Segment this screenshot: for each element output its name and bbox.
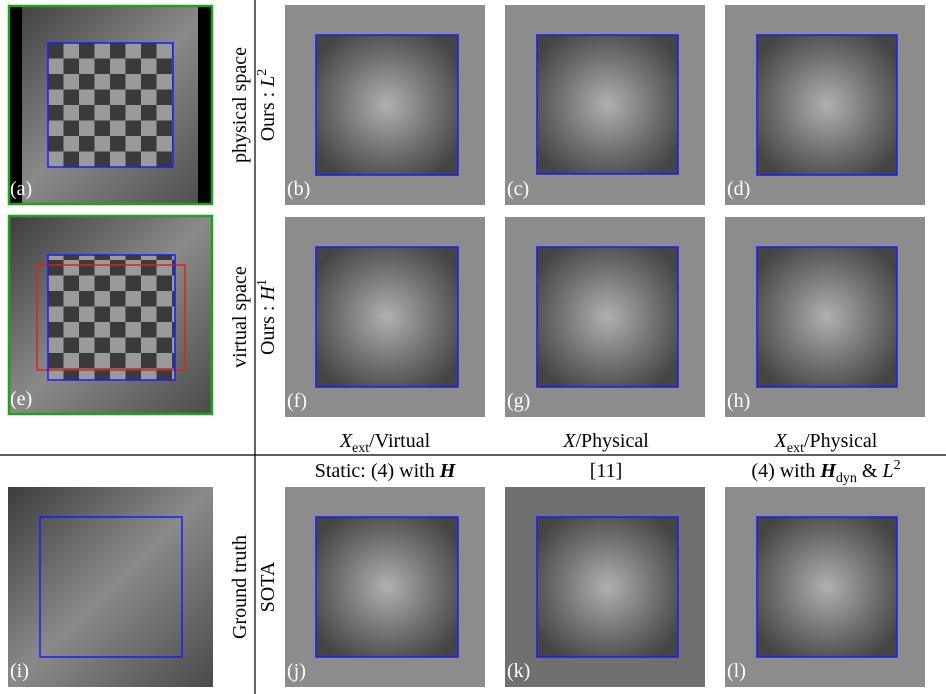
image-content <box>537 517 678 657</box>
panel-label: (g) <box>507 390 530 412</box>
panel-label: (h) <box>727 390 750 412</box>
image-checker <box>48 43 173 167</box>
column-header: X/Physical <box>562 430 649 452</box>
panel-label: (a) <box>10 178 32 200</box>
image-checker <box>48 255 175 380</box>
image-content <box>757 247 897 387</box>
panel-label: (e) <box>10 388 32 410</box>
row-label: Ours : H1 <box>255 279 279 355</box>
image-content <box>316 35 458 175</box>
panel-label: (j) <box>287 660 306 682</box>
image-content <box>316 517 458 657</box>
row-label: physical space <box>229 47 251 163</box>
row-label: Ours : L2 <box>255 69 279 142</box>
panel-label: (d) <box>727 178 750 200</box>
row-label: Ground truth <box>229 535 251 639</box>
row-label: SOTA <box>257 561 279 612</box>
panel-label: (f) <box>287 390 307 412</box>
row-label: virtual space <box>229 266 251 368</box>
image-content <box>537 35 678 174</box>
row-labels: physical space Ours : L2 virtual space O… <box>229 47 279 639</box>
image-grid <box>8 5 925 687</box>
figure: physical space Ours : L2 virtual space O… <box>0 0 946 694</box>
column-header: Xext/Virtual <box>339 430 431 456</box>
image-content <box>537 247 678 387</box>
method-label: [11] <box>590 460 623 482</box>
image-content <box>757 517 897 657</box>
panel-label: (b) <box>287 178 310 200</box>
panel-label: (k) <box>507 660 530 682</box>
column-headers: Xext/Virtual X/Physical Xext/Physical St… <box>315 430 901 486</box>
method-label: (4) with Hdyn & L2 <box>751 458 900 486</box>
image-content <box>316 247 458 387</box>
image-content <box>757 35 897 175</box>
panel-label: (i) <box>10 660 29 682</box>
panel-label: (l) <box>727 660 746 682</box>
panel-label: (c) <box>507 178 529 200</box>
column-header: Xext/Physical <box>774 430 878 456</box>
method-label: Static: (4) with H <box>315 460 457 482</box>
